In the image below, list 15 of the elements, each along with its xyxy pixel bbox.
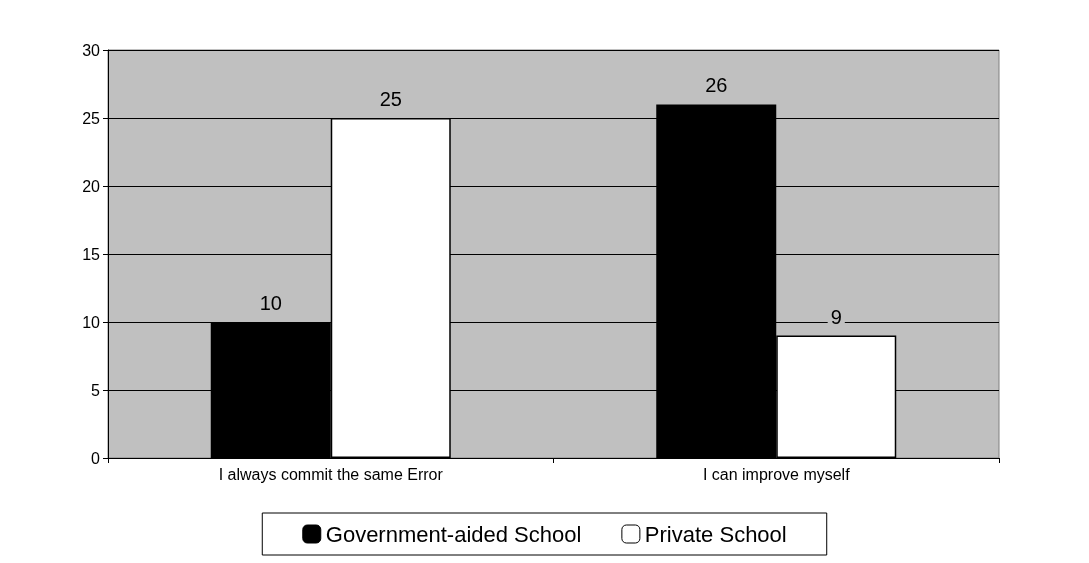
x-tick-label: I can improve myself — [702, 465, 851, 483]
y-tick-label: 20 — [82, 177, 101, 195]
data-label: 10 — [259, 292, 282, 314]
y-tick-label: 5 — [91, 381, 101, 399]
y-tick-label: 0 — [91, 449, 101, 467]
legend-label: Private School — [644, 521, 787, 547]
y-tick-label: 25 — [82, 109, 101, 127]
data-label: 25 — [379, 88, 402, 110]
y-tick-label: 30 — [82, 41, 101, 59]
data-label: 26 — [705, 74, 728, 97]
y-tick-label: 15 — [82, 245, 101, 263]
data-label: 9 — [830, 305, 842, 328]
x-tick-label: I always commit the same Error — [218, 465, 444, 483]
y-tick-label: 10 — [82, 313, 101, 331]
legend-label: Government-aided School — [325, 521, 582, 547]
